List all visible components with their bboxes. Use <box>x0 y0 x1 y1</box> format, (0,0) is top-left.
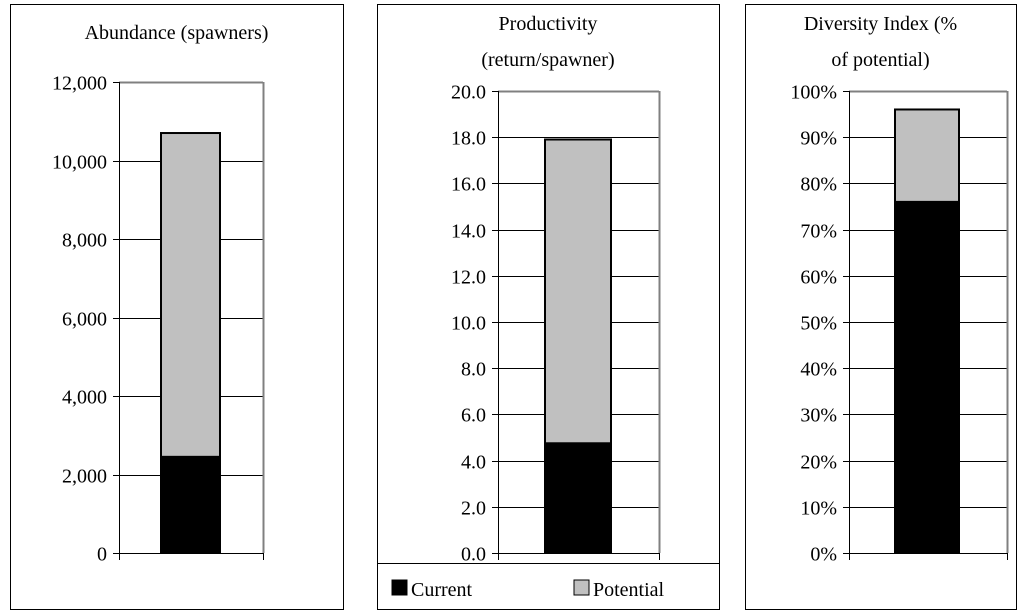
bar-current <box>160 455 221 554</box>
y-tick-label: 6.0 <box>461 405 486 427</box>
y-tick-label: 8,000 <box>62 230 107 252</box>
y-tick-label: 0 <box>97 544 107 566</box>
y-tick-label: 100% <box>790 82 837 104</box>
legend-label: Potential <box>593 579 665 601</box>
y-tick-label: 2.0 <box>461 498 486 520</box>
legend: Current Potential <box>377 563 719 601</box>
chart-title-line: (return/spawner) <box>481 49 614 71</box>
bar-potential <box>160 132 221 458</box>
chart-title-line: of potential) <box>831 49 929 71</box>
y-tick-label: 8.0 <box>461 359 486 381</box>
y-tick-label: 4.0 <box>461 452 486 474</box>
y-tick-label: 50% <box>800 313 837 335</box>
legend-swatch-potential <box>573 579 590 596</box>
y-tick-label: 0% <box>810 544 837 566</box>
bar-potential <box>544 138 612 445</box>
chart-title: Abundance (spawners) <box>85 22 269 44</box>
legend-swatch-current <box>391 579 408 596</box>
y-tick-label: 20% <box>800 452 837 474</box>
y-tick-label: 14.0 <box>451 221 486 243</box>
bar-current <box>894 200 960 554</box>
bar-current <box>544 442 612 554</box>
chart-panel-1: Abundance (spawners) 0 2,000 4,000 6,000 8,00… <box>10 4 344 610</box>
y-tick-label: 2,000 <box>62 466 107 488</box>
y-tick-label: 10,000 <box>52 152 107 174</box>
chart-title-line: Productivity <box>499 13 598 35</box>
y-tick-label: 20.0 <box>451 82 486 104</box>
chart-title-line: Diversity Index (% <box>804 13 957 35</box>
y-tick-label: 10% <box>800 498 837 520</box>
y-tick-label: 4,000 <box>62 387 107 409</box>
y-tick-label: 30% <box>800 405 837 427</box>
y-tick-label: 16.0 <box>451 174 486 196</box>
y-tick-label: 90% <box>800 128 837 150</box>
y-tick-label: 70% <box>800 221 837 243</box>
bar-potential <box>894 108 960 203</box>
y-tick-label: 80% <box>800 174 837 196</box>
chart-panel-2: Productivity (return/spawner) 0.0 2.0 4.0 6.0… <box>377 4 720 610</box>
y-tick-label: 40% <box>800 359 837 381</box>
y-tick-label: 6,000 <box>62 309 107 331</box>
y-tick-label: 12.0 <box>451 267 486 289</box>
y-tick-label: 60% <box>800 267 837 289</box>
y-tick-label: 18.0 <box>451 128 486 150</box>
panel-border <box>745 4 1017 610</box>
y-tick-label: 12,000 <box>52 73 107 95</box>
y-tick-label: 0.0 <box>461 544 486 566</box>
legend-label: Current <box>411 579 473 601</box>
y-tick-label: 10.0 <box>451 313 486 335</box>
chart-panel-3: Diversity Index (% of potential) 0% 10% 20% 3… <box>745 4 1017 610</box>
